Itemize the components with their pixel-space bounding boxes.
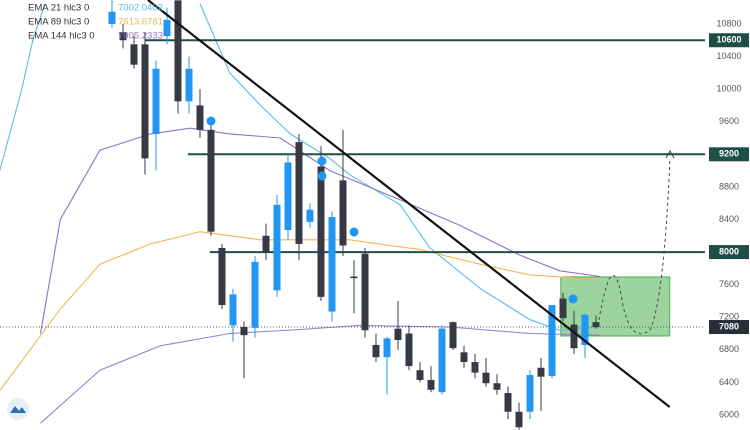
candle-body xyxy=(471,362,479,373)
candle-body xyxy=(493,383,501,390)
candle-body xyxy=(152,68,160,134)
target-box xyxy=(560,276,671,337)
candle-body xyxy=(108,11,116,24)
candle-body xyxy=(317,166,325,297)
candle-body xyxy=(141,44,149,159)
projection-arrow xyxy=(665,149,675,159)
candle-body xyxy=(350,276,358,279)
candle-body xyxy=(361,253,369,331)
candle-body xyxy=(394,328,402,341)
candle-body xyxy=(218,247,226,306)
y-tick-label: 8400 xyxy=(719,214,739,224)
legend-value: 7002.0402 xyxy=(118,3,163,14)
candle-body xyxy=(295,142,303,244)
candle-body xyxy=(438,328,446,393)
price-tag xyxy=(709,320,749,335)
candle-body xyxy=(482,372,490,384)
signal-dot xyxy=(317,171,327,181)
legend-value: 7005.2333 xyxy=(118,31,163,42)
candle-body xyxy=(174,0,182,102)
signal-dot xyxy=(349,227,359,237)
candle-body xyxy=(163,19,171,37)
ema-line xyxy=(0,231,601,391)
candle-body xyxy=(262,235,270,253)
candle-body xyxy=(328,217,336,312)
y-tick-label: 10000 xyxy=(716,84,741,94)
candle-body xyxy=(339,180,347,246)
candle-body xyxy=(592,322,600,328)
candle-body xyxy=(449,322,457,349)
price-tag xyxy=(709,245,749,260)
signal-dot xyxy=(206,116,216,126)
price-tag-label: 7080 xyxy=(719,321,739,331)
ema-line xyxy=(40,324,601,424)
candle-body xyxy=(273,204,281,291)
candle-body xyxy=(306,209,314,222)
legend: EMA 21 hlc3 0 7002.0402 EMA 89 hlc3 0 7613.… xyxy=(28,3,163,42)
price-tag xyxy=(709,33,749,48)
candle-body xyxy=(229,294,237,326)
candle-body xyxy=(427,379,435,390)
candle-body xyxy=(196,105,204,130)
price-tag-label: 8000 xyxy=(719,246,739,256)
legend-name: EMA 144 hlc3 0 xyxy=(28,31,95,42)
candle-body xyxy=(383,338,391,358)
logo xyxy=(7,398,29,420)
candle-body xyxy=(581,314,589,345)
y-tick-label: 6800 xyxy=(719,344,739,354)
y-tick-label: 8800 xyxy=(719,181,739,191)
y-tick-label: 7200 xyxy=(719,312,739,322)
candle-body xyxy=(504,393,512,412)
candle-body xyxy=(570,324,578,349)
y-tick-label: 10800 xyxy=(716,18,741,28)
legend-value: 7613.6781 xyxy=(118,17,163,28)
candle-body xyxy=(416,370,424,380)
candle-body xyxy=(372,344,380,358)
annotations xyxy=(7,116,675,420)
projection-path xyxy=(597,157,671,335)
y-tick-label: 10400 xyxy=(716,51,741,61)
candle-body xyxy=(526,375,534,412)
candle-body xyxy=(559,298,567,319)
y-tick-label: 6400 xyxy=(719,377,739,387)
price-axis: 6000 6400 6800 7200 7600 8000 8400 8800 9200 9600… xyxy=(709,18,749,419)
legend-name: EMA 21 hlc3 0 xyxy=(28,3,89,14)
candle-body xyxy=(515,411,523,428)
price-tag-label: 9200 xyxy=(719,149,739,159)
y-tick-label: 9600 xyxy=(719,116,739,126)
trendline xyxy=(147,0,671,408)
candle-body xyxy=(240,327,248,336)
candle-body xyxy=(130,44,138,65)
signal-dot xyxy=(317,156,327,166)
candle-body xyxy=(251,261,259,328)
price-tag xyxy=(709,147,749,162)
candle-body xyxy=(119,32,127,41)
signal-dot xyxy=(568,294,578,304)
y-tick-label: 6000 xyxy=(719,409,739,419)
candle-body xyxy=(460,352,468,363)
candle-body xyxy=(537,367,545,377)
candle-body xyxy=(548,305,556,376)
price-tag-label: 10600 xyxy=(716,35,741,45)
plot-area xyxy=(0,0,705,430)
candle-body xyxy=(185,68,193,102)
ema-line xyxy=(39,127,601,334)
candle-body xyxy=(284,162,292,231)
candle-body xyxy=(207,129,215,232)
legend-name: EMA 89 hlc3 0 xyxy=(28,17,89,28)
candle-body xyxy=(405,333,413,367)
y-tick-label: 7600 xyxy=(719,279,739,289)
